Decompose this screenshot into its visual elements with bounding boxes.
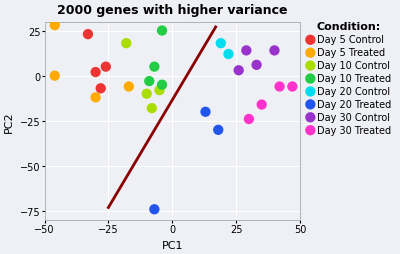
Day 10 Treated [159,29,165,34]
Day 5 Control [98,87,104,91]
Day 30 Treated [289,85,296,89]
Day 5 Treated [52,24,58,28]
Day 5 Treated [126,85,132,89]
Day 10 Treated [146,80,152,84]
Day 20 Treated [151,208,158,212]
Day 30 Control [253,64,260,68]
Day 20 Treated [202,110,209,114]
Day 10 Treated [159,83,165,87]
Day 10 Control [144,92,150,96]
Day 10 Control [123,42,130,46]
Day 10 Control [156,89,163,93]
Day 30 Treated [246,118,252,122]
Day 30 Control [236,69,242,73]
X-axis label: PC1: PC1 [162,240,183,250]
Day 5 Control [103,65,109,69]
Day 30 Treated [276,85,283,89]
Y-axis label: PC2: PC2 [4,110,14,132]
Day 5 Treated [52,74,58,78]
Day 10 Treated [151,65,158,69]
Day 20 Control [225,53,232,57]
Day 5 Control [92,71,99,75]
Title: 2000 genes with higher variance: 2000 genes with higher variance [57,4,288,17]
Legend: Day 5 Control, Day 5 Treated, Day 10 Control, Day 10 Treated, Day 20 Control, Da: Day 5 Control, Day 5 Treated, Day 10 Con… [302,19,395,139]
Day 20 Control [218,42,224,46]
Day 30 Treated [258,103,265,107]
Day 30 Control [271,49,278,53]
Day 10 Control [149,107,155,111]
Day 5 Control [85,33,91,37]
Day 20 Treated [215,128,222,132]
Day 30 Control [243,49,250,53]
Day 5 Treated [92,96,99,100]
